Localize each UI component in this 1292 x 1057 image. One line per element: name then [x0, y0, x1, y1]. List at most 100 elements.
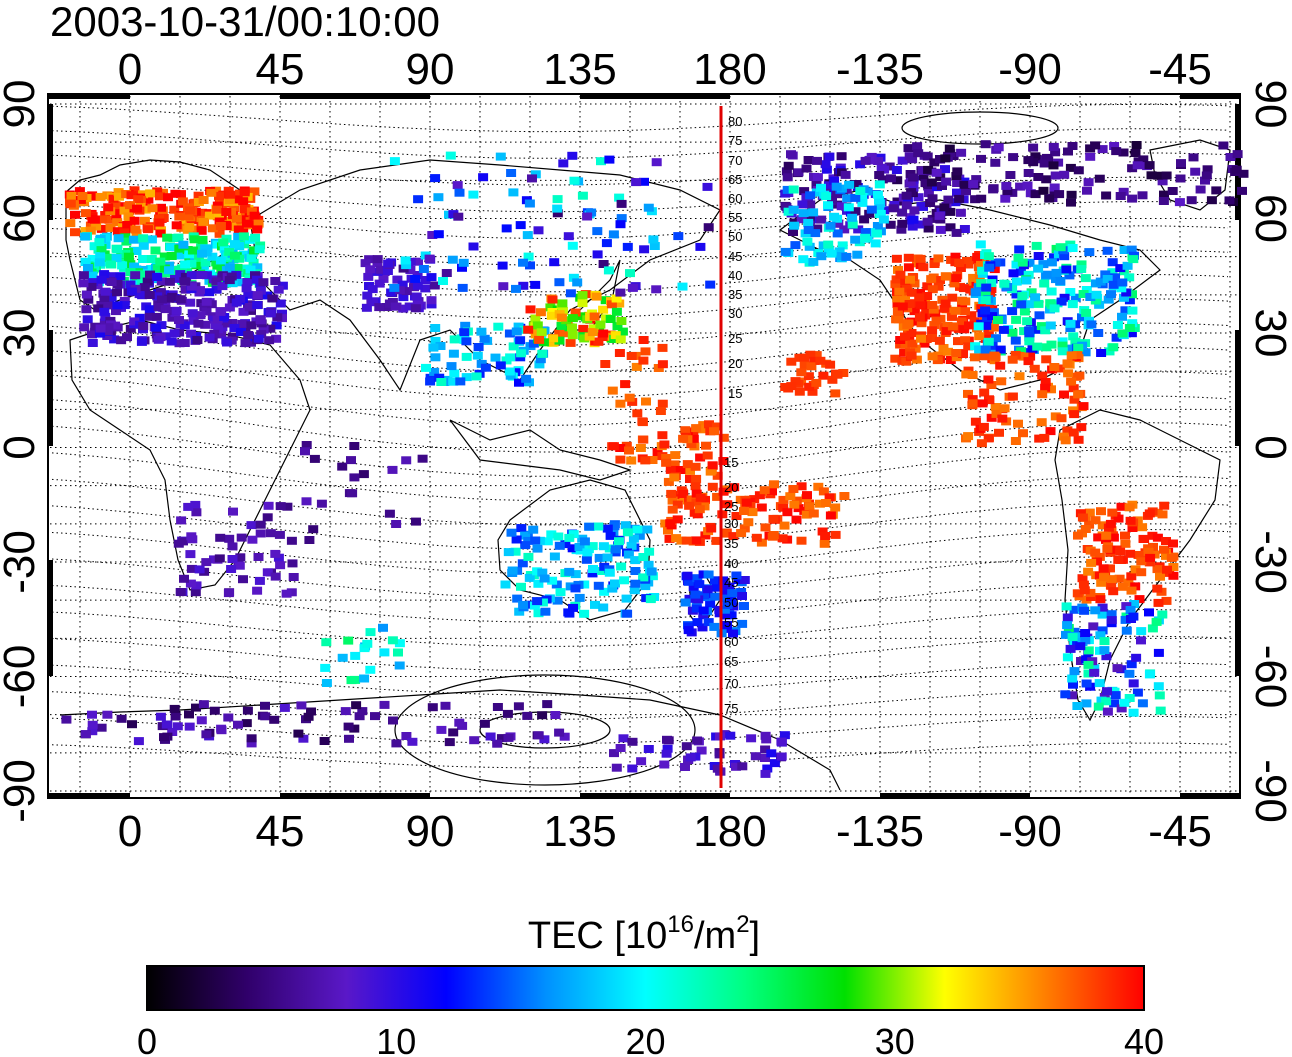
tec-cell [955, 208, 966, 217]
tec-cell [1065, 324, 1076, 332]
tec-cell [1206, 196, 1217, 205]
tec-cell [554, 336, 565, 345]
tec-cell [1024, 337, 1035, 346]
tec-cell [401, 456, 412, 465]
tec-cell [175, 588, 186, 596]
tec-cell [789, 221, 800, 230]
tec-cell [207, 224, 218, 233]
tec-cell [427, 231, 438, 239]
tec-cell [468, 190, 479, 199]
tec-cell [535, 355, 546, 364]
tec-cell [272, 313, 283, 322]
top-lon-label-1: 45 [256, 45, 305, 94]
tec-cell [639, 177, 649, 186]
bottom-lon-label-7: -45 [1148, 807, 1212, 856]
tec-cell [1132, 161, 1143, 170]
tec-cell [153, 335, 164, 344]
tec-cell [1105, 564, 1115, 573]
tec-cell [449, 335, 460, 344]
tec-cell [114, 192, 124, 201]
tec-cell [615, 288, 626, 297]
tec-cell [1147, 624, 1158, 633]
tec-cell [670, 451, 681, 460]
tec-cell [503, 548, 514, 557]
tec-cell [760, 523, 771, 532]
contour-line [51, 582, 1229, 623]
tec-cell [626, 456, 637, 465]
tec-cell [362, 639, 373, 648]
frame-ticks [48, 94, 1240, 798]
tec-cell [206, 188, 217, 197]
tec-cell [600, 296, 611, 305]
tec-cell [231, 214, 242, 223]
tec-cell [119, 206, 130, 215]
tec-cell [555, 588, 566, 597]
tec-cell [563, 232, 574, 241]
tec-cell [1120, 615, 1131, 624]
tec-cell [1094, 552, 1105, 561]
tec-cell [1045, 299, 1056, 308]
tec-cell [275, 299, 286, 308]
tec-cell [627, 737, 638, 746]
colorbar-tick-labels: 0 10 20 30 40 [137, 1021, 1164, 1057]
tec-cell [993, 316, 1003, 324]
tec-cell [224, 247, 235, 256]
colorbar-tick-4: 40 [1124, 1021, 1164, 1057]
tec-cell [662, 735, 672, 744]
tec-cell [983, 375, 994, 384]
tec-cell [659, 440, 670, 449]
tec-cell [641, 397, 651, 406]
tec-cell [80, 257, 91, 266]
tec-cell [984, 263, 995, 272]
tec-cell [1077, 513, 1088, 522]
tec-cell [1059, 252, 1070, 261]
tec-cell [134, 313, 145, 322]
tec-cell [117, 202, 128, 211]
tec-cell [142, 277, 153, 286]
tec-cell [956, 317, 967, 326]
tec-cell [1040, 326, 1051, 335]
tec-cell [811, 378, 822, 387]
tec-cell [1106, 575, 1117, 584]
tec-cell [1017, 291, 1028, 300]
tec-cell [233, 232, 244, 241]
tec-cell [144, 291, 155, 299]
tec-cell [651, 285, 662, 294]
tec-cell [1073, 531, 1083, 540]
tec-cell [747, 508, 758, 517]
tec-cell [389, 283, 400, 292]
tec-cell [1144, 608, 1154, 617]
tec-cell [1145, 553, 1156, 562]
right-lat-label-6: -90 [1246, 759, 1292, 823]
tec-cell [850, 207, 861, 216]
tec-cell [179, 339, 190, 347]
tec-cell [907, 222, 918, 231]
colorbar-title: TEC [1016/m2] [528, 911, 760, 957]
tec-cell [190, 500, 201, 509]
tec-cell [111, 254, 122, 263]
tec-cell [919, 339, 930, 348]
tec-cell [979, 352, 990, 361]
tec-cell [572, 278, 583, 287]
tec-cell [186, 259, 197, 268]
tec-cell [953, 337, 963, 346]
tec-cell [1072, 351, 1083, 360]
tec-cell [935, 155, 945, 163]
tec-cell [831, 182, 842, 191]
tec-cell [799, 187, 810, 196]
tec-cell [859, 215, 870, 224]
tec-cell [185, 550, 196, 559]
tec-cell [174, 339, 185, 348]
tec-cell [718, 576, 729, 585]
tec-cell [1011, 290, 1022, 299]
tec-cell [1066, 198, 1076, 207]
tec-cell [246, 207, 257, 216]
tec-cell [554, 329, 565, 338]
tec-cell [980, 140, 991, 149]
tec-cell [119, 297, 130, 305]
tec-cell [615, 399, 626, 408]
contour-label-n-8: 40 [728, 268, 742, 283]
tec-cell [206, 300, 217, 309]
tec-cell [537, 349, 548, 358]
